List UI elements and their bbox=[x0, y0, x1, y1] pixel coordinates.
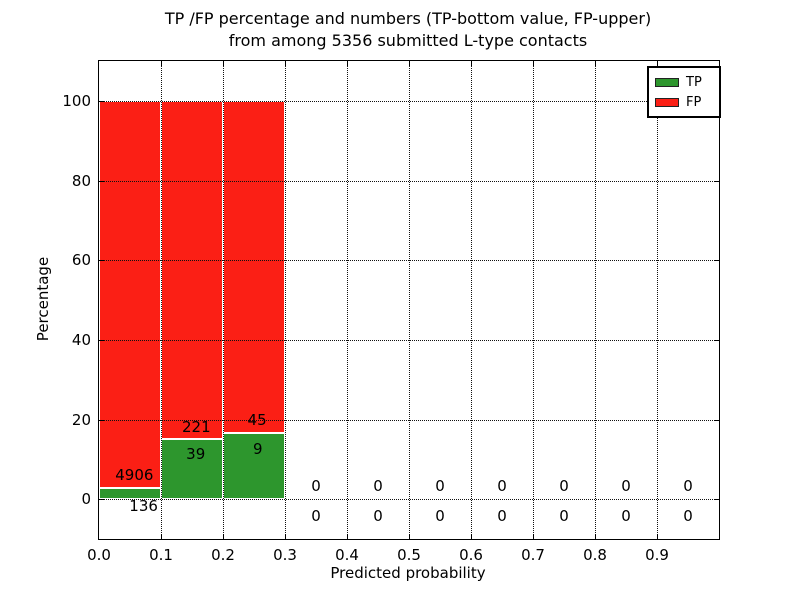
bar-fp-segment bbox=[223, 100, 285, 433]
y-tick-mark-right bbox=[714, 419, 719, 421]
fp-color-swatch bbox=[655, 97, 679, 107]
x-tick-mark-top bbox=[409, 61, 410, 66]
bar-count-label: 221 bbox=[182, 417, 211, 436]
y-axis-label: Percentage bbox=[34, 256, 52, 342]
bar-fp-segment bbox=[161, 100, 223, 440]
legend-label-tp: TP bbox=[686, 74, 702, 90]
bar-count-label: 0 bbox=[497, 477, 507, 496]
y-tick-mark bbox=[99, 100, 104, 102]
x-tick-label: 0.8 bbox=[583, 546, 607, 564]
x-tick-mark-top bbox=[161, 61, 162, 66]
x-tick-label: 0.7 bbox=[521, 546, 545, 564]
bar-count-label: 0 bbox=[621, 477, 631, 496]
x-tick-label: 0.3 bbox=[273, 546, 297, 564]
bar-fp-segment bbox=[99, 100, 161, 489]
x-tick-mark bbox=[161, 534, 162, 539]
y-tick-mark bbox=[99, 339, 104, 341]
bar-count-label: 45 bbox=[247, 410, 267, 429]
y-tick-label: 20 bbox=[71, 410, 91, 429]
gridline-vertical bbox=[347, 61, 348, 539]
y-tick-mark bbox=[99, 260, 104, 262]
bar-count-label: 0 bbox=[683, 507, 693, 526]
x-tick-mark bbox=[223, 534, 224, 539]
x-tick-mark-top bbox=[657, 61, 658, 66]
x-tick-mark bbox=[471, 534, 472, 539]
legend-label-fp: FP bbox=[686, 94, 702, 110]
x-tick-label: 0.4 bbox=[335, 546, 359, 564]
bar-count-label: 0 bbox=[559, 477, 569, 496]
x-tick-mark bbox=[409, 534, 410, 539]
bar-count-label: 0 bbox=[373, 477, 383, 496]
x-tick-label: 0.9 bbox=[645, 546, 669, 564]
bar-count-label: 0 bbox=[373, 507, 383, 526]
bar-count-label: 39 bbox=[186, 445, 206, 464]
y-tick-label: 80 bbox=[71, 171, 91, 190]
gridline-vertical bbox=[595, 61, 596, 539]
bar-count-label: 9 bbox=[252, 439, 263, 458]
y-tick-mark bbox=[99, 180, 104, 182]
y-tick-mark-right bbox=[714, 180, 719, 182]
gridline-vertical bbox=[285, 61, 286, 539]
x-tick-label: 0.0 bbox=[87, 546, 111, 564]
y-tick-mark bbox=[99, 419, 104, 421]
x-tick-mark-top bbox=[471, 61, 472, 66]
x-axis-label: Predicted probability bbox=[330, 564, 486, 582]
x-tick-mark-top bbox=[347, 61, 348, 66]
gridline-vertical bbox=[161, 61, 162, 539]
chart-title-line1: TP /FP percentage and numbers (TP-bottom… bbox=[164, 9, 652, 28]
bar-count-label: 0 bbox=[435, 477, 445, 496]
gridline-vertical bbox=[223, 61, 224, 539]
y-tick-label: 0 bbox=[81, 490, 91, 509]
plot-area: TP FP 0.0 0.1 0.2 0.3 0.4 0.5 0.6 0.7 0.8 0.9 0 20 4… bbox=[62, 60, 721, 564]
legend: TP FP bbox=[647, 66, 721, 118]
x-tick-label: 0.1 bbox=[149, 546, 173, 564]
gridline-vertical bbox=[657, 61, 658, 539]
x-tick-mark bbox=[595, 534, 596, 539]
chart-title: TP /FP percentage and numbers (TP-bottom… bbox=[98, 8, 718, 52]
x-tick-mark-top bbox=[285, 61, 286, 66]
bar-count-label: 0 bbox=[559, 507, 569, 526]
bar-count-label: 136 bbox=[129, 496, 158, 515]
chart-title-line2: from among 5356 submitted L-type contact… bbox=[228, 31, 588, 50]
y-tick-label: 40 bbox=[71, 330, 91, 349]
x-tick-mark bbox=[285, 534, 286, 539]
x-tick-label: 0.6 bbox=[459, 546, 483, 564]
bar-count-label: 0 bbox=[311, 477, 321, 496]
y-tick-label: 100 bbox=[62, 91, 91, 110]
gridline-vertical bbox=[533, 61, 534, 539]
bar-count-label: 0 bbox=[311, 507, 321, 526]
bar-tp-segment bbox=[223, 432, 285, 500]
bar-tp-segment bbox=[99, 488, 161, 500]
gridline-vertical bbox=[409, 61, 410, 539]
x-tick-mark-top bbox=[533, 61, 534, 66]
bar-count-label: 0 bbox=[497, 507, 507, 526]
y-tick-mark-right bbox=[714, 499, 719, 501]
x-tick-label: 0.5 bbox=[397, 546, 421, 564]
x-tick-mark bbox=[533, 534, 534, 539]
tp-color-swatch bbox=[655, 77, 679, 87]
x-tick-mark-top bbox=[595, 61, 596, 66]
bar-count-label: 0 bbox=[621, 507, 631, 526]
y-tick-mark bbox=[99, 499, 104, 501]
y-tick-mark-right bbox=[714, 339, 719, 341]
legend-entry-tp: TP bbox=[655, 72, 719, 92]
x-tick-mark bbox=[657, 534, 658, 539]
y-tick-mark-right bbox=[714, 260, 719, 262]
bar-count-label: 0 bbox=[435, 507, 445, 526]
gridline-vertical bbox=[471, 61, 472, 539]
bar-tp-segment bbox=[161, 439, 223, 500]
x-tick-mark-top bbox=[223, 61, 224, 66]
x-tick-mark bbox=[347, 534, 348, 539]
bar-count-label: 0 bbox=[683, 477, 693, 496]
y-tick-label: 60 bbox=[71, 251, 91, 270]
x-tick-label: 0.2 bbox=[211, 546, 235, 564]
legend-entry-fp: FP bbox=[655, 92, 719, 112]
bar-count-label: 4906 bbox=[115, 466, 154, 485]
